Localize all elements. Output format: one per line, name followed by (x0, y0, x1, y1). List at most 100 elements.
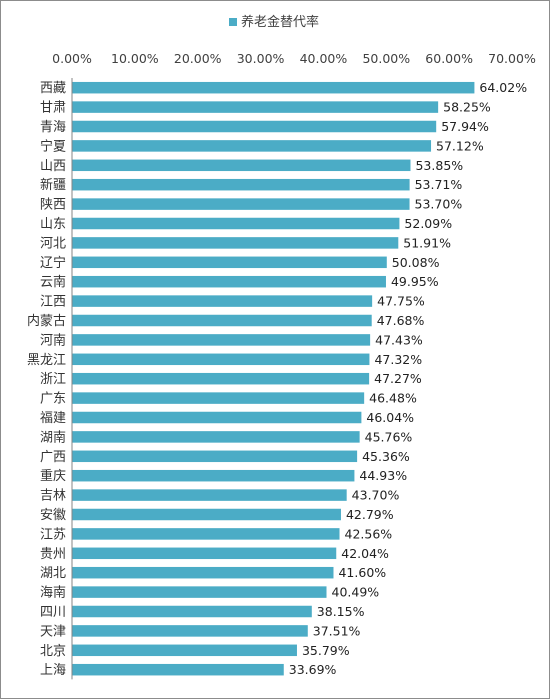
value-label: 47.43% (375, 332, 423, 347)
bar (72, 508, 341, 521)
value-label: 42.79% (346, 507, 394, 522)
value-label: 42.56% (345, 526, 393, 541)
value-label: 40.49% (332, 585, 380, 600)
bar (72, 140, 432, 152)
x-tick-label: 50.00% (362, 51, 410, 66)
value-label: 45.36% (362, 449, 410, 464)
category-label: 江西 (40, 295, 66, 310)
category-label: 浙江 (40, 372, 66, 387)
value-label: 42.04% (341, 546, 389, 561)
category-label: 福建 (40, 411, 66, 426)
bar (72, 217, 400, 230)
bar (72, 334, 371, 346)
value-label: 50.08% (392, 255, 440, 270)
bar (72, 81, 475, 94)
x-tick-label: 10.00% (111, 51, 159, 66)
value-label: 49.95% (391, 274, 439, 289)
value-label: 46.04% (366, 410, 414, 425)
x-tick-label: 40.00% (300, 51, 348, 66)
category-label: 内蒙古 (27, 313, 66, 329)
category-label: 河北 (40, 236, 66, 251)
bar (72, 605, 312, 618)
bar (72, 663, 284, 676)
x-axis-tick-labels: 0.00% 10.00% 20.00% 30.00% 40.00% 50.00% 60.00… (52, 51, 536, 66)
value-label: 58.25% (443, 100, 491, 115)
value-label: 53.85% (415, 158, 463, 173)
value-label: 45.76% (365, 429, 413, 444)
category-label: 辽宁 (40, 255, 66, 271)
category-label: 江苏 (40, 526, 66, 542)
category-label: 海南 (40, 585, 66, 601)
value-label: 53.71% (415, 177, 463, 192)
bar (72, 159, 411, 172)
bars (72, 81, 475, 676)
category-label: 宁夏 (40, 138, 66, 154)
bar (72, 469, 355, 482)
bar (72, 528, 340, 540)
category-label: 贵州 (40, 547, 66, 562)
value-label: 44.93% (359, 468, 407, 483)
bar (72, 392, 365, 404)
x-tick-label: 60.00% (425, 51, 473, 66)
bar (72, 586, 327, 598)
category-label: 黑龙江 (27, 353, 66, 368)
category-label: 广西 (40, 450, 66, 465)
legend-label: 养老金替代率 (241, 14, 319, 30)
value-labels: 64.02% 58.25% 57.94% 57.12% 53.85% 53.71% 53.7… (289, 80, 527, 677)
value-label: 53.70% (415, 197, 463, 212)
bar (72, 450, 358, 463)
value-label: 35.79% (302, 643, 350, 658)
bar (72, 372, 370, 385)
bar (72, 314, 372, 327)
value-label: 64.02% (479, 80, 527, 95)
category-label: 重庆 (40, 468, 66, 484)
legend: 养老金替代率 (229, 14, 319, 30)
value-label: 57.12% (436, 138, 484, 153)
bar (72, 101, 439, 113)
value-label: 52.09% (404, 216, 452, 231)
category-label: 青海 (40, 120, 66, 135)
value-label: 57.94% (441, 119, 489, 134)
value-label: 37.51% (313, 623, 361, 638)
bar (72, 295, 373, 307)
category-label: 吉林 (40, 489, 66, 504)
bar (72, 489, 347, 501)
category-label: 湖南 (40, 429, 66, 445)
bar (72, 275, 386, 288)
bar (72, 625, 308, 637)
bar (72, 566, 334, 579)
category-label: 西藏 (40, 81, 66, 96)
bar (72, 353, 370, 366)
value-label: 46.48% (369, 391, 417, 406)
category-label: 云南 (40, 274, 66, 290)
x-tick-label: 0.00% (52, 51, 92, 66)
category-label: 湖北 (40, 566, 66, 581)
category-label: 河南 (40, 332, 66, 348)
value-label: 41.60% (338, 565, 386, 580)
bar (72, 120, 437, 133)
value-label: 47.75% (377, 294, 425, 309)
category-labels: 西藏甘肃青海宁夏山西新疆陕西山东河北辽宁云南江西内蒙古河南黑龙江浙江广东福建湖南… (27, 81, 66, 678)
category-label: 新疆 (40, 177, 66, 193)
legend-swatch (229, 18, 237, 26)
bar (72, 237, 399, 249)
x-tick-label: 20.00% (174, 51, 222, 66)
category-label: 上海 (40, 663, 66, 678)
category-label: 陕西 (40, 198, 66, 213)
bar (72, 431, 360, 443)
bar (72, 411, 362, 424)
category-label: 天津 (40, 624, 66, 639)
category-label: 四川 (40, 605, 66, 620)
bar (72, 198, 410, 210)
category-label: 广东 (40, 392, 66, 407)
value-label: 33.69% (289, 662, 337, 677)
bar (72, 547, 337, 560)
bar (72, 644, 297, 657)
bar (72, 256, 387, 269)
value-label: 47.27% (374, 371, 422, 386)
value-label: 38.15% (317, 604, 365, 619)
value-label: 47.32% (374, 352, 422, 367)
x-tick-label: 30.00% (237, 51, 285, 66)
